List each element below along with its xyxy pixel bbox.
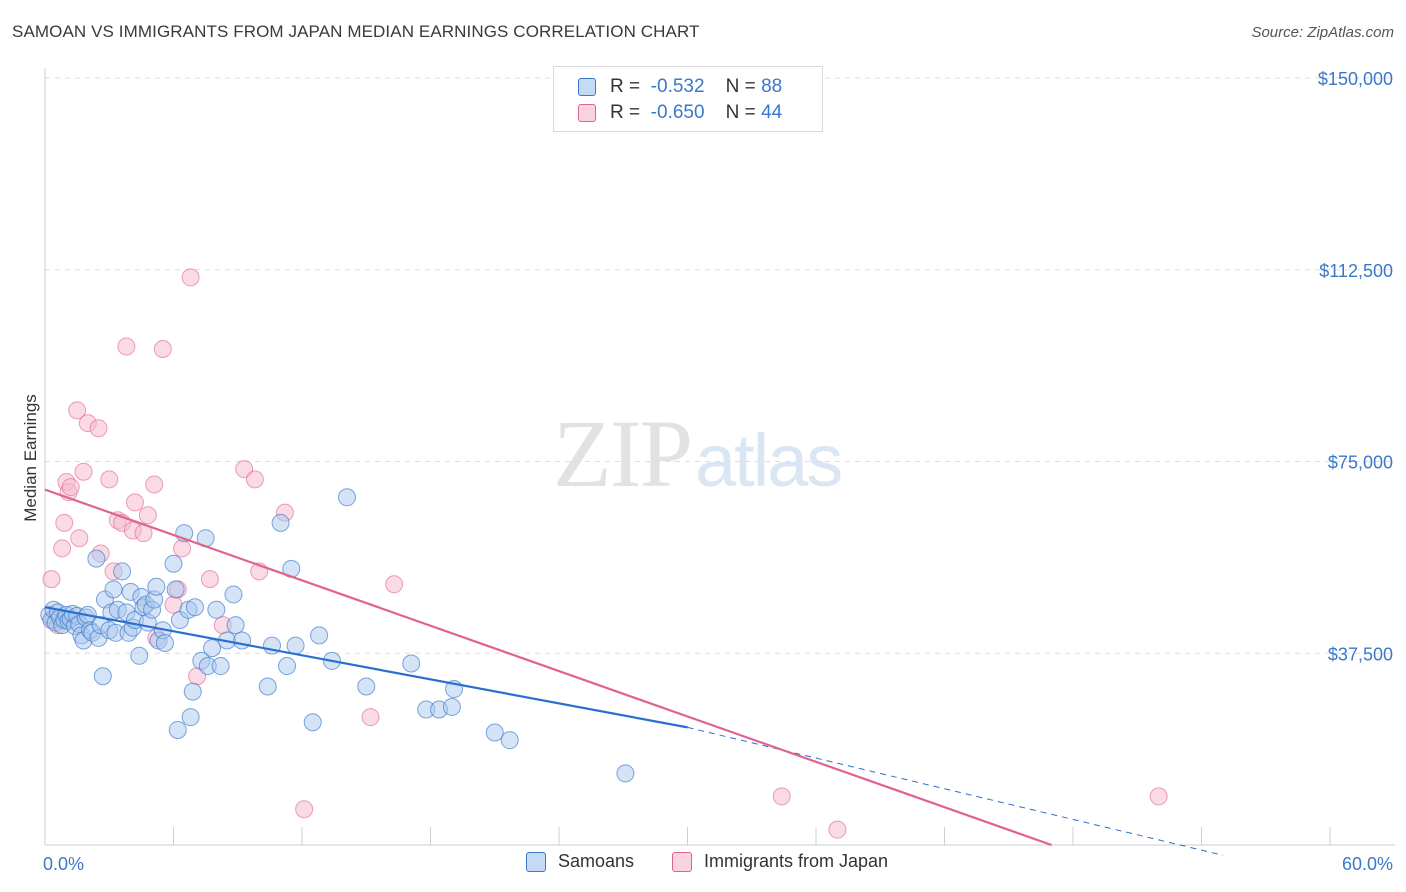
y-tick-label: $75,000 <box>1328 453 1393 473</box>
data-point-samoans <box>278 657 297 676</box>
data-point-samoans <box>93 667 112 686</box>
data-point-japan <box>117 337 136 356</box>
legend-n-label: N = <box>725 76 756 97</box>
data-point-japan <box>70 529 89 548</box>
data-point-japan <box>772 787 791 806</box>
grid-lines <box>45 77 1395 654</box>
data-point-samoans <box>500 731 519 750</box>
data-point-japan <box>295 800 314 819</box>
y-tick-label: $37,500 <box>1328 644 1393 664</box>
data-point-samoans <box>130 646 149 665</box>
data-point-samoans <box>224 585 243 604</box>
legend-n-label: N = <box>725 102 756 123</box>
trend-lines <box>44 488 1224 856</box>
data-point-japan <box>385 575 404 594</box>
data-point-samoans <box>303 713 322 732</box>
legend-swatch-samoans <box>578 78 596 96</box>
data-point-samoans <box>485 723 504 742</box>
data-point-samoans <box>113 562 132 581</box>
bottom-legend-samoans: Samoans <box>526 851 634 872</box>
data-point-japan <box>42 570 61 589</box>
data-point-samoans <box>402 654 421 673</box>
data-point-japan <box>100 470 119 489</box>
data-point-japan <box>153 340 172 359</box>
data-point-samoans <box>357 677 376 696</box>
data-point-japan <box>164 595 183 614</box>
tick-labels: $37,500 $75,000 $112,500 $150,000 0.0% 60.0% <box>43 69 1393 874</box>
y-tick-label: $112,500 <box>1319 261 1393 281</box>
legend: R = -0.532 N = 88 R = -0.650 N = 44 <box>553 66 823 132</box>
watermark-atlas: atlas <box>695 419 843 502</box>
trend-line-samoans-extension <box>687 726 1224 856</box>
data-point-samoans <box>203 639 222 658</box>
chart-title: SAMOAN VS IMMIGRANTS FROM JAPAN MEDIAN E… <box>12 22 700 41</box>
data-point-japan <box>145 475 164 494</box>
data-point-samoans <box>155 634 174 653</box>
y-axis-title: Median Earnings <box>21 394 40 522</box>
data-point-japan <box>138 506 157 525</box>
legend-row-samoans: R = -0.532 N = 88 <box>578 75 782 99</box>
data-point-japan <box>74 462 93 481</box>
legend-r-label: R = <box>610 76 641 97</box>
data-point-samoans <box>211 657 230 676</box>
data-point-japan <box>125 493 144 512</box>
data-point-samoans <box>442 697 461 716</box>
data-point-japan <box>828 820 847 839</box>
axes <box>44 68 1395 846</box>
data-point-samoans <box>104 580 123 599</box>
data-point-japan <box>200 570 219 589</box>
data-point-samoans <box>87 549 106 568</box>
data-point-japan <box>68 401 87 420</box>
data-point-japan <box>61 478 80 497</box>
data-point-samoans <box>183 682 202 701</box>
data-point-samoans <box>233 631 252 650</box>
data-point-samoans <box>147 577 166 596</box>
data-point-samoans <box>207 600 226 619</box>
data-point-samoans <box>310 626 329 645</box>
data-point-japan <box>361 708 380 727</box>
data-point-samoans <box>168 720 187 739</box>
legend-r-label: R = <box>610 102 641 123</box>
legend-swatch-japan <box>578 104 596 122</box>
data-point-samoans <box>616 764 635 783</box>
bottom-legend-japan: Immigrants from Japan <box>672 851 888 872</box>
bottom-swatch-samoans <box>526 851 546 872</box>
data-point-samoans <box>258 677 277 696</box>
data-point-samoans <box>226 616 245 635</box>
watermark: ZIPatlas <box>553 398 843 509</box>
series-samoans-points <box>40 488 635 783</box>
data-point-samoans <box>286 636 305 655</box>
bottom-swatch-japan <box>672 851 692 872</box>
x-tick-label: 0.0% <box>43 854 84 874</box>
source-label: Source: ZipAtlas.com <box>1251 24 1394 41</box>
y-tick-label: $150,000 <box>1318 69 1393 89</box>
data-point-samoans <box>185 598 204 617</box>
data-point-samoans <box>166 580 185 599</box>
data-point-samoans <box>271 513 290 532</box>
data-point-samoans <box>337 488 356 507</box>
watermark-zip: ZIP <box>553 400 693 507</box>
data-point-japan <box>181 268 200 287</box>
trend-line-japan <box>44 488 1052 847</box>
trend-line-samoans <box>44 606 688 729</box>
data-point-japan <box>55 513 74 532</box>
data-point-samoans <box>164 554 183 573</box>
data-point-japan <box>1149 787 1168 806</box>
data-point-japan <box>173 539 192 558</box>
legend-r-value: -0.532 <box>650 76 705 97</box>
legend-n-value: 44 <box>761 102 783 123</box>
series-japan-points <box>42 268 1168 839</box>
legend-n-value: 88 <box>761 76 783 97</box>
data-point-japan <box>53 539 72 558</box>
bottom-legend-label-japan: Immigrants from Japan <box>704 851 889 871</box>
legend-row-japan: R = -0.650 N = 44 <box>578 101 782 125</box>
data-point-japan <box>89 419 108 438</box>
bottom-legend-label-samoans: Samoans <box>558 851 635 871</box>
data-point-samoans <box>181 708 200 727</box>
data-point-japan <box>245 470 264 489</box>
legend-r-value: -0.650 <box>650 102 705 123</box>
x-tick-label: 60.0% <box>1342 854 1393 874</box>
